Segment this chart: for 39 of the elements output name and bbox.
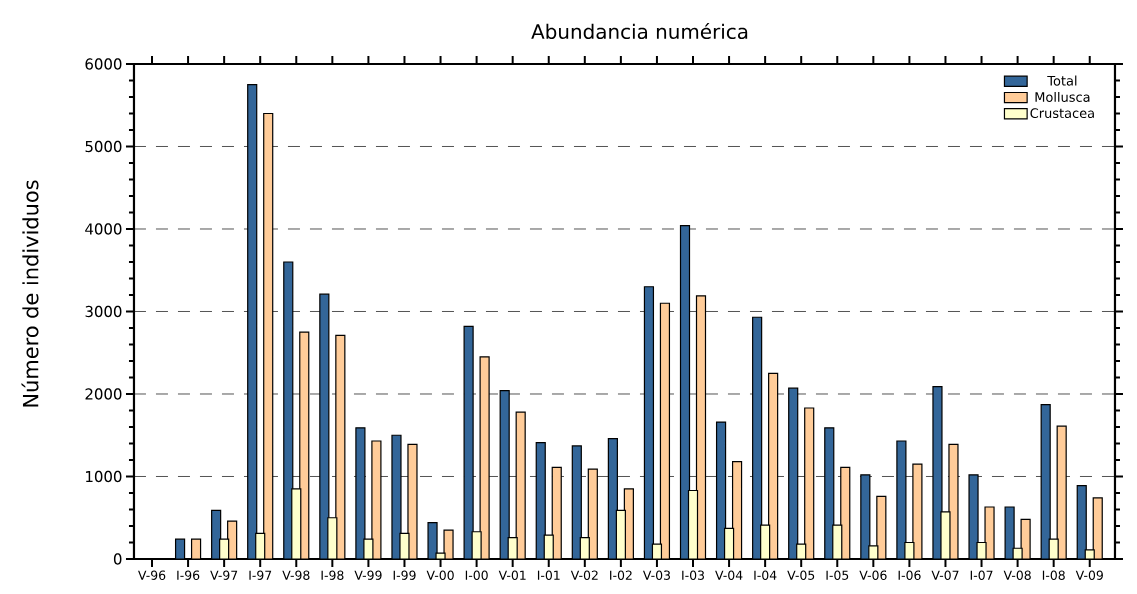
x-tick-label: V-09	[1075, 570, 1103, 580]
x-tick-label: V-07	[931, 570, 959, 580]
y-axis-title: Número de individuos	[21, 180, 39, 407]
x-tick-label: V-05	[787, 570, 815, 580]
chart-title: Abundancia numérica	[531, 22, 748, 40]
y-tick-label: 2000	[85, 388, 122, 400]
x-tick-label: V-98	[282, 570, 310, 580]
x-tick-label: V-00	[426, 570, 454, 580]
x-tick-label: I-98	[321, 570, 344, 580]
x-tick-label: V-04	[715, 570, 743, 580]
y-tick-label: 0	[113, 553, 122, 565]
x-tick-label: I-04	[754, 570, 777, 580]
x-tick-label: V-02	[570, 570, 598, 580]
x-tick-label: I-99	[393, 570, 416, 580]
x-tick-label: I-97	[249, 570, 272, 580]
y-tick-label: 6000	[85, 58, 122, 70]
x-tick-label: I-03	[682, 570, 705, 580]
y-tick-label: 4000	[85, 223, 122, 235]
x-tick-label: V-99	[354, 570, 382, 580]
x-tick-label: I-05	[826, 570, 849, 580]
y-tick-label: 5000	[85, 140, 122, 153]
x-tick-label: I-00	[465, 570, 488, 580]
x-tick-label: V-06	[859, 570, 887, 580]
legend-label: Crustacea	[1030, 108, 1094, 119]
x-tick-label: V-01	[498, 570, 526, 580]
x-tick-label: I-06	[898, 570, 921, 580]
y-tick-label: 3000	[85, 305, 122, 318]
x-tick-label: I-01	[537, 570, 560, 580]
x-tick-label: I-08	[1042, 570, 1065, 580]
x-tick-label: V-97	[210, 570, 238, 580]
x-tick-label: V-96	[138, 570, 166, 580]
x-tick-label: I-96	[177, 570, 200, 580]
x-tick-label: V-03	[642, 570, 671, 580]
x-tick-label: I-02	[610, 570, 632, 580]
x-tick-label: I-07	[970, 570, 993, 580]
legend-label: Mollusca	[1035, 91, 1090, 102]
legend-label: Total	[1047, 75, 1077, 86]
x-tick-label: V-08	[1003, 570, 1031, 580]
y-tick-label: 1000	[86, 470, 122, 483]
